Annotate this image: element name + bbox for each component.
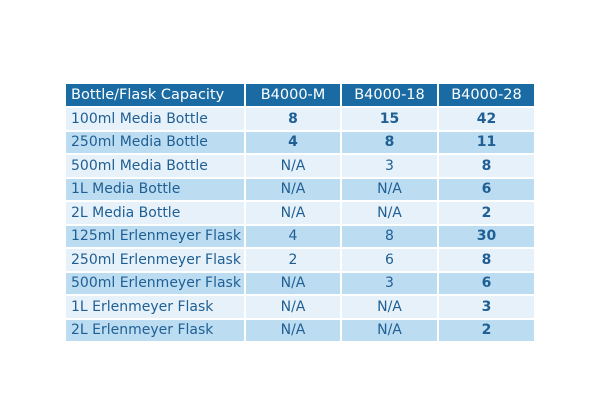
table-row: 250ml Media Bottle 4 8 11 [64,129,536,155]
cell: 42 [437,106,536,132]
table-body: 100ml Media Bottle 8 15 42 250ml Media Bottl… [64,106,536,343]
table-row: 500ml Erlenmeyer Flask N/A 3 6 [64,270,536,296]
row-label: 500ml Media Bottle [64,153,246,179]
row-label: 2L Media Bottle [64,200,246,226]
header-cell: Bottle/Flask Capacity [64,82,246,108]
cell: 11 [437,129,536,155]
cell: N/A [340,200,439,226]
cell: 4 [244,223,342,249]
header-cell: B4000-18 [340,82,439,108]
cell: N/A [340,294,439,320]
cell: 2 [437,200,536,226]
cell: 3 [340,270,439,296]
cell: 8 [340,129,439,155]
row-label: 1L Erlenmeyer Flask [64,294,246,320]
cell: 6 [437,176,536,202]
table-row: 500ml Media Bottle N/A 3 8 [64,153,536,179]
row-label: 100ml Media Bottle [64,106,246,132]
cell: 2 [244,247,342,273]
cell: 8 [340,223,439,249]
cell: 8 [244,106,342,132]
cell: N/A [340,317,439,343]
cell: 3 [340,153,439,179]
row-label: 1L Media Bottle [64,176,246,202]
row-label: 2L Erlenmeyer Flask [64,317,246,343]
table-row: 2L Media Bottle N/A N/A 2 [64,200,536,226]
cell: N/A [244,200,342,226]
cell: 6 [340,247,439,273]
cell: 3 [437,294,536,320]
table-row: 100ml Media Bottle 8 15 42 [64,106,536,132]
cell: N/A [340,176,439,202]
row-label: 125ml Erlenmeyer Flask [64,223,246,249]
table-row: 125ml Erlenmeyer Flask 4 8 30 [64,223,536,249]
cell: 30 [437,223,536,249]
table-row: 1L Media Bottle N/A N/A 6 [64,176,536,202]
cell: 6 [437,270,536,296]
cell: N/A [244,153,342,179]
cell: 8 [437,153,536,179]
row-label: 250ml Erlenmeyer Flask [64,247,246,273]
cell: N/A [244,317,342,343]
capacity-table: Bottle/Flask Capacity B4000-M B4000-18 B400… [64,82,536,343]
cell: 2 [437,317,536,343]
header-cell: B4000-M [244,82,342,108]
cell: N/A [244,294,342,320]
header-cell: B4000-28 [437,82,536,108]
table-row: 1L Erlenmeyer Flask N/A N/A 3 [64,294,536,320]
cell: 4 [244,129,342,155]
cell: 15 [340,106,439,132]
row-label: 250ml Media Bottle [64,129,246,155]
table-row: 250ml Erlenmeyer Flask 2 6 8 [64,247,536,273]
header-row: Bottle/Flask Capacity B4000-M B4000-18 B400… [64,82,536,108]
cell: N/A [244,176,342,202]
row-label: 500ml Erlenmeyer Flask [64,270,246,296]
cell: N/A [244,270,342,296]
table-row: 2L Erlenmeyer Flask N/A N/A 2 [64,317,536,343]
cell: 8 [437,247,536,273]
